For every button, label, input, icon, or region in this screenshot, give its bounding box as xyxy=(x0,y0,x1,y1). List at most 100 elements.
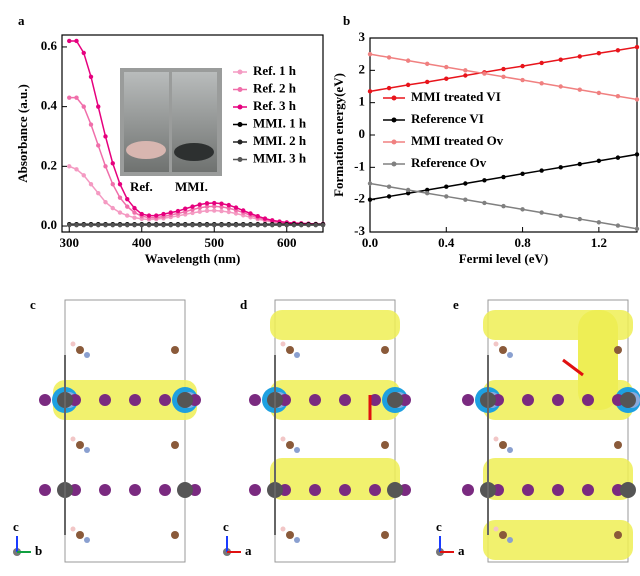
data-point xyxy=(482,71,487,76)
axis-name: b xyxy=(35,543,42,558)
legend-label: MMI treated Ov xyxy=(411,133,504,148)
data-point xyxy=(270,218,275,223)
legend-marker xyxy=(391,95,397,101)
data-point xyxy=(306,222,311,228)
atom-pb xyxy=(620,392,636,408)
panel-label: e xyxy=(453,297,459,312)
data-point xyxy=(74,95,79,100)
data-point xyxy=(270,222,275,228)
density-band xyxy=(483,458,633,500)
data-point xyxy=(67,164,72,169)
molecule xyxy=(381,441,389,449)
data-point xyxy=(634,226,640,231)
data-point xyxy=(96,143,101,148)
data-point xyxy=(501,174,506,180)
molecule xyxy=(286,441,294,449)
atom-pb xyxy=(177,482,193,498)
molecule xyxy=(76,441,84,449)
x-tick-label: 500 xyxy=(205,235,225,250)
legend-marker xyxy=(237,139,243,145)
legend-marker xyxy=(237,69,243,75)
x-tick-label: 0.4 xyxy=(438,235,455,250)
molecule xyxy=(499,441,507,449)
x-axis-label: Wavelength (nm) xyxy=(145,251,241,266)
data-point xyxy=(615,155,621,160)
data-point xyxy=(558,165,563,170)
atom-i xyxy=(249,394,261,406)
data-point xyxy=(241,222,246,228)
data-point xyxy=(183,206,188,211)
vial-liquid xyxy=(174,143,214,161)
legend-marker xyxy=(391,117,397,123)
legend-label: MMI. 1 h xyxy=(253,115,307,130)
data-point xyxy=(367,89,373,94)
panel-label: a xyxy=(18,13,25,28)
density-band xyxy=(483,520,633,560)
legend-label: Ref. 3 h xyxy=(253,98,297,113)
data-point xyxy=(226,222,231,228)
legend-marker xyxy=(237,157,243,162)
x-tick-label: 0.0 xyxy=(362,235,378,250)
data-point xyxy=(183,222,188,228)
data-point xyxy=(110,182,115,187)
molecule xyxy=(76,531,84,539)
data-point xyxy=(463,197,468,202)
data-point xyxy=(501,66,506,72)
data-point xyxy=(255,222,260,228)
atom-i xyxy=(339,484,351,496)
y-axis-label: Formation energy(eV) xyxy=(331,73,346,197)
molecule xyxy=(614,531,622,539)
data-point xyxy=(596,50,602,56)
atom-i xyxy=(39,484,51,496)
molecule xyxy=(171,441,179,449)
data-point xyxy=(88,222,94,228)
data-point xyxy=(284,222,289,228)
molecule-n xyxy=(294,537,300,543)
data-point xyxy=(277,222,282,228)
atom-i xyxy=(129,484,141,496)
y-tick-label: -3 xyxy=(354,223,365,238)
data-point xyxy=(255,213,260,219)
molecule-n xyxy=(84,537,90,543)
data-point xyxy=(103,134,108,139)
data-point xyxy=(125,213,130,218)
y-tick-label: 0.0 xyxy=(41,217,57,232)
data-point xyxy=(197,205,202,211)
data-point xyxy=(425,187,430,193)
data-point xyxy=(248,211,253,216)
panel-label: b xyxy=(343,13,350,28)
legend-label: Reference Ov xyxy=(411,155,487,170)
atom-pb xyxy=(387,392,403,408)
data-point xyxy=(405,187,411,193)
molecule-n xyxy=(507,537,513,543)
atom-pb xyxy=(177,392,193,408)
data-point xyxy=(482,200,487,206)
data-point xyxy=(241,208,246,213)
y-tick-label: -1 xyxy=(354,158,365,173)
data-point xyxy=(425,61,430,67)
data-point xyxy=(219,201,224,206)
legend-marker xyxy=(237,104,243,110)
data-point xyxy=(558,84,563,89)
data-point xyxy=(219,204,224,210)
atom-pb xyxy=(620,482,636,498)
molecule xyxy=(286,531,294,539)
data-point xyxy=(161,222,166,228)
molecule-n xyxy=(84,447,90,453)
data-point xyxy=(520,171,525,176)
data-point xyxy=(248,222,253,228)
data-point xyxy=(139,211,144,217)
data-point xyxy=(463,181,468,186)
data-point xyxy=(190,210,195,216)
data-point xyxy=(501,203,506,209)
y-tick-label: -2 xyxy=(354,191,365,206)
data-point xyxy=(197,209,202,214)
data-point xyxy=(110,161,115,166)
y-tick-label: 0.4 xyxy=(41,98,58,113)
legend-label: Ref. 1 h xyxy=(253,63,297,78)
y-tick-label: 3 xyxy=(359,29,366,44)
molecule-h xyxy=(70,341,76,347)
data-point xyxy=(168,222,173,228)
legend-label: Reference VI xyxy=(411,111,484,126)
